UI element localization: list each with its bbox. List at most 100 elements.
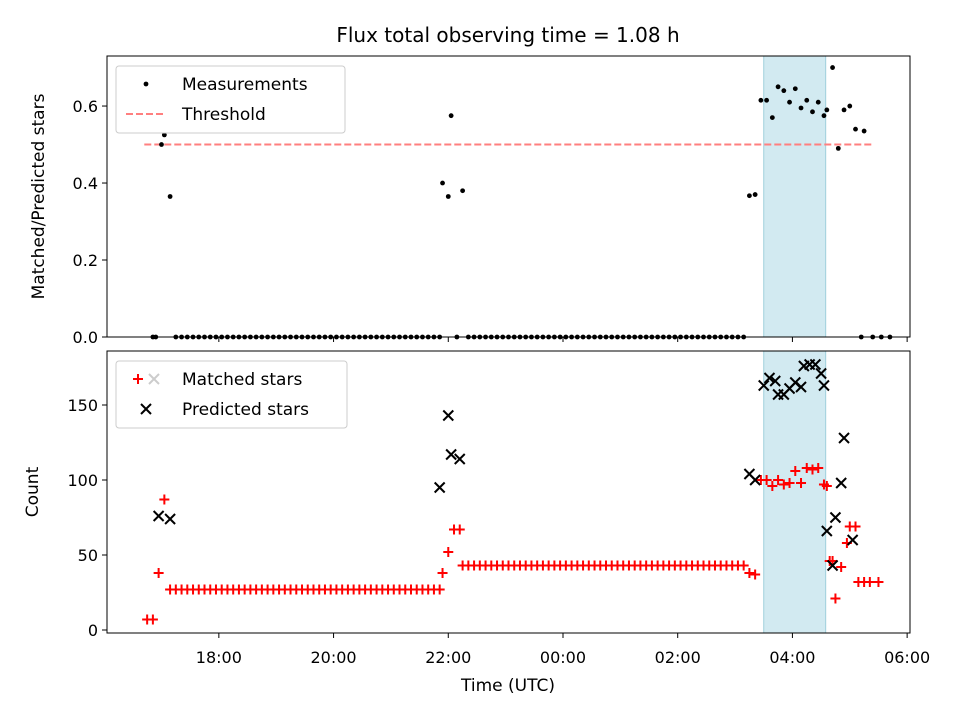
- data-point: [829, 511, 842, 524]
- data-point: [454, 524, 465, 535]
- data-point: [864, 577, 875, 587]
- legend-label: Threshold: [181, 105, 266, 125]
- data-point: [153, 568, 164, 578]
- data-point: [167, 194, 173, 199]
- data-point: [846, 534, 859, 546]
- data-point: [443, 547, 454, 557]
- data-point: [835, 477, 847, 489]
- data-point: [161, 132, 167, 138]
- data-point: [792, 86, 798, 92]
- data-point: [147, 614, 158, 625]
- x-tick-label: 02:00: [655, 648, 701, 667]
- y-tick-label: 0.6: [73, 97, 98, 116]
- x-tick-label: 18:00: [196, 648, 242, 667]
- legend-plus-icon: [133, 374, 143, 384]
- data-point: [433, 481, 446, 494]
- axes-frame: [106, 55, 911, 338]
- data-point: [835, 145, 841, 151]
- x-axis-label: Time (UTC): [460, 676, 555, 696]
- data-point: [758, 379, 770, 392]
- y-tick-label: 0: [88, 621, 98, 640]
- legend-label: Predicted stars: [182, 400, 309, 420]
- data-point: [781, 88, 787, 94]
- data-point: [769, 375, 781, 387]
- data-point: [810, 109, 815, 115]
- data-point: [749, 474, 761, 486]
- data-point: [434, 584, 445, 595]
- legend-dot-icon: [143, 81, 149, 87]
- axes-frame: [106, 350, 911, 634]
- y-tick-label: 150: [67, 396, 98, 415]
- data-point: [818, 379, 830, 392]
- data-point: [826, 559, 839, 572]
- data-point: [159, 142, 164, 147]
- data-point: [830, 593, 841, 604]
- data-point: [764, 97, 770, 103]
- data-point: [798, 105, 804, 111]
- data-point: [775, 84, 781, 90]
- series-predicted-stars: [152, 358, 859, 572]
- data-point: [813, 463, 824, 473]
- data-point: [787, 99, 792, 105]
- data-point: [763, 372, 776, 384]
- data-point: [796, 478, 807, 488]
- data-point: [437, 568, 448, 578]
- x-tick-label: 06:00: [884, 648, 930, 667]
- data-point: [850, 521, 861, 532]
- data-point: [830, 65, 835, 70]
- data-point: [815, 367, 827, 380]
- data-point: [778, 479, 789, 490]
- data-point: [747, 193, 752, 199]
- data-point: [761, 475, 772, 485]
- data-point: [460, 188, 466, 194]
- legend-x-icon: [140, 403, 152, 415]
- data-point: [795, 381, 807, 393]
- data-point: [445, 194, 451, 199]
- data-point: [801, 463, 812, 473]
- data-point: [815, 99, 821, 105]
- data-point: [159, 494, 170, 505]
- data-point: [838, 432, 850, 444]
- data-point: [809, 358, 822, 371]
- y-axis-label: Matched/Predicted stars: [29, 93, 49, 299]
- x-tick-label: 22:00: [425, 648, 471, 667]
- data-point: [152, 510, 165, 522]
- data-point: [821, 525, 833, 537]
- legend-x-shadow-icon: [148, 373, 160, 385]
- x-tick-label: 04:00: [769, 648, 815, 667]
- data-point: [442, 409, 454, 422]
- y-tick-label: 0.4: [73, 174, 98, 193]
- data-point: [841, 107, 847, 113]
- series-matched-stars: [142, 463, 884, 625]
- legend-box: [115, 65, 346, 134]
- data-point: [790, 466, 801, 476]
- data-point: [824, 107, 830, 113]
- data-point: [804, 97, 810, 103]
- count-panel: 0 50 100 150 18:00 20:00 22:00 00:00 02:00 04:00 0…: [23, 350, 930, 667]
- chart-title: Flux total observing time = 1.08 h: [336, 23, 679, 47]
- data-point: [836, 562, 847, 572]
- data-point: [750, 569, 761, 580]
- data-point: [448, 113, 454, 119]
- y-tick-label: 0.2: [73, 251, 98, 270]
- x-tick-label: 20:00: [311, 648, 357, 667]
- ratio-panel: 0.0 0.2 0.4 0.6 Matched/Predicted stars Measu…: [29, 55, 911, 347]
- legend-label: Matched stars: [182, 370, 302, 390]
- data-point: [853, 126, 858, 132]
- shaded-interval: [763, 55, 827, 338]
- y-tick-label: 100: [67, 471, 98, 490]
- data-point: [752, 192, 758, 197]
- data-point: [440, 180, 445, 186]
- legend-box: [115, 360, 348, 429]
- data-point: [769, 115, 775, 120]
- y-tick-label: 50: [78, 546, 98, 565]
- data-point: [454, 453, 466, 465]
- data-point: [847, 103, 853, 109]
- data-point: [821, 113, 827, 119]
- data-point: [744, 568, 755, 578]
- data-point: [445, 448, 457, 461]
- data-point: [821, 481, 832, 491]
- data-point: [738, 560, 749, 571]
- data-point: [807, 464, 818, 475]
